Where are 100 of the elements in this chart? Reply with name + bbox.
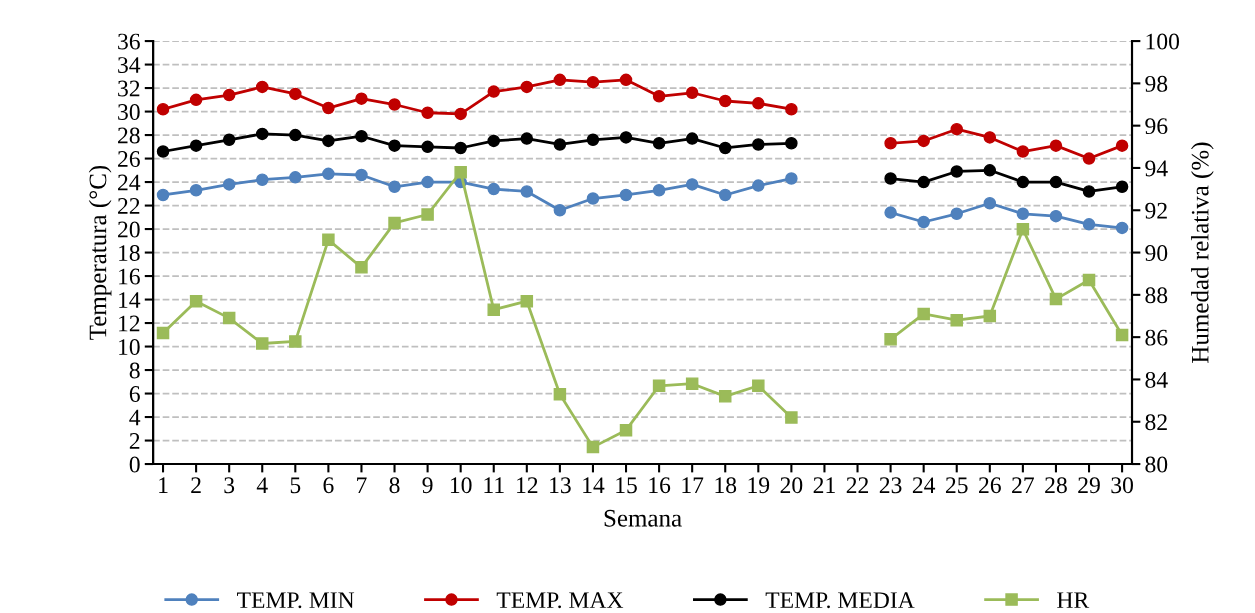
y-tick-label: 4 (129, 409, 141, 426)
point (487, 303, 500, 316)
point (718, 188, 732, 202)
x-axis-title: Semana (604, 509, 682, 527)
y2-tick-label: 88 (1145, 287, 1168, 304)
point (421, 175, 434, 189)
point (586, 133, 600, 147)
x-tick-label: 20 (780, 477, 803, 494)
point (619, 73, 633, 87)
legend-label: TEMP. MEDIA (765, 592, 915, 609)
x-tick-label: 4 (256, 477, 268, 493)
y2-tick-label: 96 (1145, 118, 1168, 135)
point (388, 98, 401, 111)
x-tick-label: 29 (1078, 477, 1100, 494)
x-tick-label: 15 (616, 477, 637, 494)
point (685, 178, 699, 191)
point (189, 294, 203, 308)
x-tick-label: 3 (224, 477, 235, 494)
x-tick-label: 14 (583, 477, 605, 493)
point (586, 192, 600, 205)
legend-label: HR (1057, 592, 1090, 608)
point (222, 88, 236, 102)
point (520, 185, 534, 198)
point (785, 102, 798, 116)
point (685, 132, 699, 145)
point (718, 94, 732, 108)
x-tick-label: 17 (682, 477, 704, 493)
y-tick-label: 0 (129, 456, 140, 473)
x-tick-label: 25 (945, 477, 968, 494)
y2-tick-label: 100 (1146, 33, 1180, 50)
point (1049, 209, 1063, 223)
point (1082, 152, 1096, 165)
point (983, 196, 997, 210)
point (1115, 180, 1129, 194)
point (355, 92, 368, 105)
point (355, 261, 368, 274)
x-tick-label: 7 (357, 477, 367, 493)
point (917, 307, 930, 321)
point (487, 182, 500, 196)
point (1016, 175, 1030, 189)
point (255, 127, 269, 141)
y-tick-label: 20 (118, 221, 140, 238)
point (454, 107, 467, 121)
point (289, 87, 302, 101)
x-tick-label: 1 (159, 477, 168, 493)
x-tick-label: 6 (323, 477, 334, 494)
x-tick-label: 13 (550, 477, 571, 494)
x-tick-label: 16 (649, 477, 671, 494)
point (487, 134, 500, 148)
point (652, 184, 666, 197)
x-tick-label: 21 (813, 477, 835, 493)
point (1016, 223, 1030, 236)
point (619, 423, 633, 437)
point (718, 141, 732, 155)
point (289, 335, 302, 348)
y-tick-label: 28 (118, 127, 140, 144)
point (487, 85, 500, 98)
point (917, 134, 930, 148)
point (1082, 273, 1096, 287)
point (884, 333, 897, 346)
point (884, 137, 897, 150)
point (785, 137, 798, 150)
point (619, 131, 633, 144)
x-tick-label: 8 (389, 477, 400, 494)
point (1082, 185, 1096, 198)
y-tick-label: 32 (118, 80, 140, 97)
point (388, 180, 401, 194)
point (520, 80, 534, 94)
point (553, 388, 567, 401)
point (950, 207, 963, 221)
x-tick-label: 22 (846, 477, 869, 493)
point (652, 379, 666, 393)
point (983, 131, 997, 144)
point (983, 309, 997, 323)
point (421, 208, 434, 221)
point (1016, 145, 1030, 158)
x-tick-label: 18 (715, 477, 737, 494)
point (752, 138, 765, 151)
x-tick-label: 11 (484, 477, 504, 493)
y2-axis-title: Humedad relativa (%) (1191, 142, 1214, 363)
y2-tick-label: 94 (1145, 160, 1168, 177)
x-tick-label: 9 (422, 477, 433, 494)
y-tick-label: 12 (119, 315, 140, 332)
point (884, 172, 897, 185)
point (950, 122, 963, 136)
point (388, 139, 401, 152)
point (189, 139, 203, 152)
legend-label: TEMP. MIN (237, 592, 355, 609)
point (156, 188, 170, 202)
x-tick-label: 2 (191, 477, 201, 493)
y2-tick-label: 92 (1145, 202, 1167, 219)
y-tick-label: 26 (118, 151, 140, 167)
point (255, 80, 269, 94)
point (586, 440, 600, 454)
point (718, 390, 732, 403)
y-tick-label: 16 (119, 268, 140, 285)
y-tick-label: 24 (118, 174, 141, 191)
point (289, 171, 302, 184)
point (917, 215, 930, 229)
point (1082, 218, 1096, 231)
